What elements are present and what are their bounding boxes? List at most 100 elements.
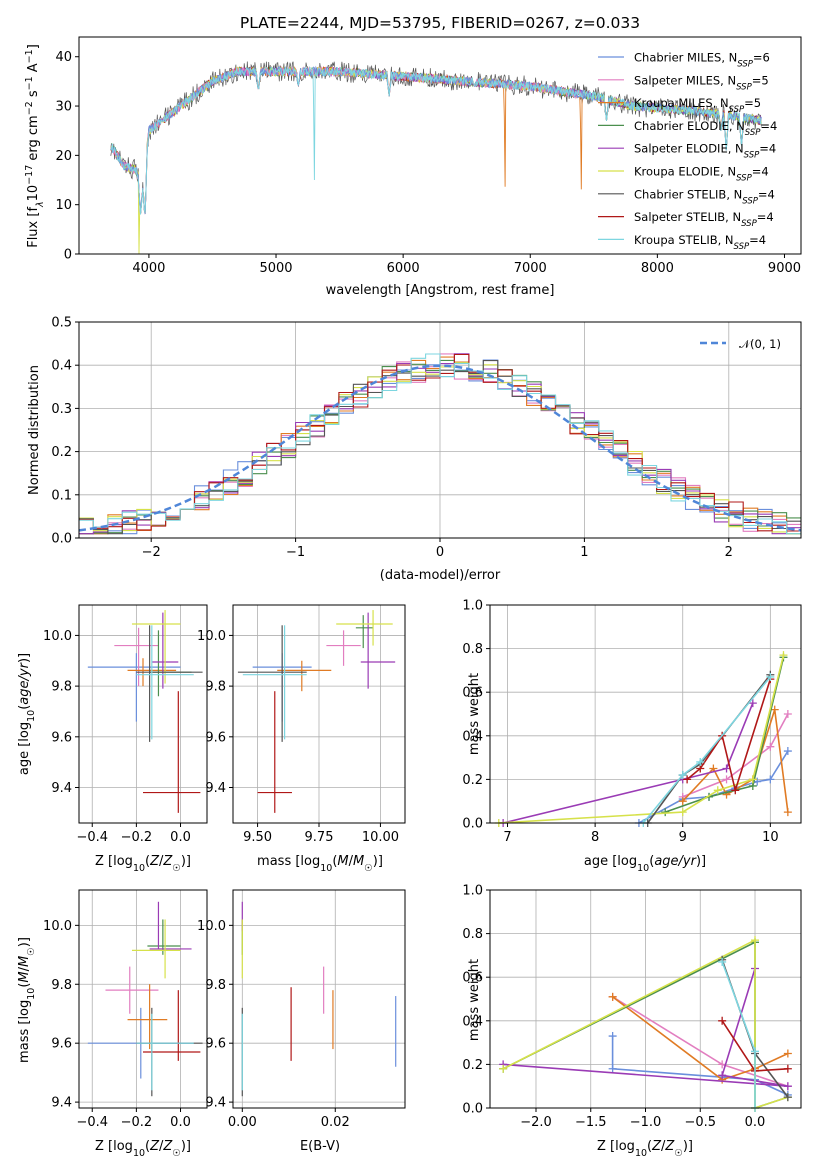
weight-marker [718, 957, 727, 966]
x-tick-label: 7000 [514, 261, 547, 276]
legend-n: =4 [758, 187, 775, 201]
weight-marker [783, 747, 792, 756]
label-part: )] [373, 854, 383, 869]
weight-marker [718, 1071, 727, 1080]
x-tick-label: 9.50 [243, 830, 272, 845]
label-part: mass [log [257, 854, 320, 869]
y-tick-label: 0.2 [51, 445, 72, 460]
y-tick-label: 0.0 [462, 817, 483, 832]
label-part: M [337, 854, 348, 869]
weight-marker [783, 1082, 792, 1091]
legend-model: Kroupa STELIB, N [634, 233, 734, 247]
weight-marker [696, 757, 705, 766]
Z-weight-frame [489, 889, 802, 1109]
spectrum-panel: 4000 5000 6000 7000 8000 9000 0 10 20 30 40 [55, 36, 802, 276]
label-part: ☉ [172, 863, 181, 874]
legend-n: =6 [753, 51, 770, 65]
weight-marker [713, 786, 722, 795]
label-part: / [661, 1139, 666, 1154]
Z-weight-panel: −2.0 −1.5 −1.0 −0.5 0.0 0.0 0.2 0.4 0.6 0.8 1.0 [462, 884, 802, 1130]
x-axis-label: Z [log10(Z/Z☉)] [95, 854, 191, 874]
legend-entry: Kroupa STELIB, NSSP=4 [634, 233, 766, 252]
x-axis-label: Z [log10(Z/Z☉)] [95, 1139, 191, 1159]
x-tick-label: 0 [436, 545, 444, 560]
weight-line [682, 709, 789, 813]
y-tick-label: 40 [55, 50, 72, 65]
weight-marker [748, 775, 757, 784]
label-part: )] [181, 1139, 191, 1154]
label-part: ☉ [674, 1148, 683, 1159]
label-part: / [17, 966, 32, 971]
label-part: 10 [26, 710, 37, 722]
label-part: 10 [133, 1148, 145, 1159]
label-part: ( [332, 854, 337, 869]
y-tick-label: 10 [55, 198, 72, 213]
label-part: ( [145, 854, 150, 869]
x-tick-label: 2 [725, 545, 733, 560]
weight-marker [751, 936, 760, 945]
x-tick-label: 0.00 [228, 1115, 257, 1130]
label-part: )] [696, 854, 706, 869]
legend-entry: Salpeter ELODIE, NSSP=4 [634, 142, 776, 161]
label-part: λ [35, 201, 46, 208]
label-part: Z [log [95, 854, 133, 869]
legend-n: =4 [757, 210, 774, 224]
weight-marker [783, 1064, 792, 1073]
weight-marker [783, 1093, 792, 1102]
weight-marker [678, 771, 687, 780]
label-part: mass [log [17, 1000, 32, 1063]
Z-age-frame [78, 604, 208, 824]
weight-marker [722, 775, 731, 784]
y-tick-label: 0.8 [462, 927, 483, 942]
weight-line [686, 678, 772, 794]
legend-model: Chabrier ELODIE, N [634, 119, 745, 133]
legend-sub: SSP [736, 82, 752, 92]
x-tick-label: −0.2 [121, 1115, 153, 1130]
legend-entry: Chabrier MILES, NSSP=6 [634, 51, 770, 70]
y-axis-label: mass weight [467, 959, 482, 1041]
spectrum-frame [78, 36, 802, 255]
label-part: ( [17, 983, 32, 988]
x-tick-label: 0.0 [170, 1115, 191, 1130]
x-tick-label: −1.5 [575, 1115, 607, 1130]
y-axis-label: mass weight [467, 673, 482, 755]
legend-sub: SSP [745, 128, 761, 138]
label-part: age [log [584, 854, 637, 869]
y-tick-label: 9.4 [51, 1096, 72, 1111]
label-part: ( [145, 1139, 150, 1154]
x-tick-label: 9.75 [305, 830, 334, 845]
x-tick-label: −1 [286, 545, 305, 560]
x-tick-label: 0.0 [745, 1115, 766, 1130]
spectrum-line [110, 66, 585, 215]
legend-entry: 𝒩(0, 1) [739, 337, 781, 351]
y-tick-label: 9.4 [205, 781, 226, 796]
legend-entry: Salpeter MILES, NSSP=5 [634, 73, 769, 92]
label-part: 10 [133, 863, 145, 874]
y-tick-label: 10.0 [197, 919, 226, 934]
label-part: Z [149, 1139, 160, 1154]
label-part: M [353, 854, 364, 869]
weight-marker [499, 1064, 508, 1073]
label-part: −17 [24, 165, 35, 185]
weight-line [611, 1036, 789, 1096]
x-axis-label: E(B-V) [300, 1139, 340, 1154]
x-tick-label: 10 [762, 830, 779, 845]
label-part: ( [649, 854, 654, 869]
label-part: ☉ [172, 1148, 181, 1159]
x-tick-label: 5000 [259, 261, 292, 276]
residuals-panel: −2 −1 0 1 2 0.0 0.1 0.2 0.3 0.4 0.5 [51, 316, 802, 560]
y-tick-label: 0.4 [462, 1014, 483, 1029]
x-axis-label: age [log10(age/yr)] [584, 854, 706, 874]
age-weight-panel: 7 8 9 10 0.0 0.2 0.4 0.6 0.8 1.0 [462, 599, 802, 845]
legend-model: Kroupa MILES, N [634, 96, 729, 110]
x-tick-label: 9 [679, 830, 687, 845]
label-part: )] [683, 1139, 693, 1154]
weight-marker [678, 808, 687, 817]
y-tick-label: 10.0 [197, 629, 226, 644]
ebv-mass-panel: 0.00 0.02 9.4 9.6 9.8 10.0 [197, 889, 406, 1130]
weight-line [498, 654, 785, 824]
legend-n: =5 [752, 73, 769, 87]
x-tick-label: 7 [503, 830, 511, 845]
weight-line [502, 702, 754, 824]
y-axis-label: mass [log10(M/M☉)] [17, 937, 37, 1063]
